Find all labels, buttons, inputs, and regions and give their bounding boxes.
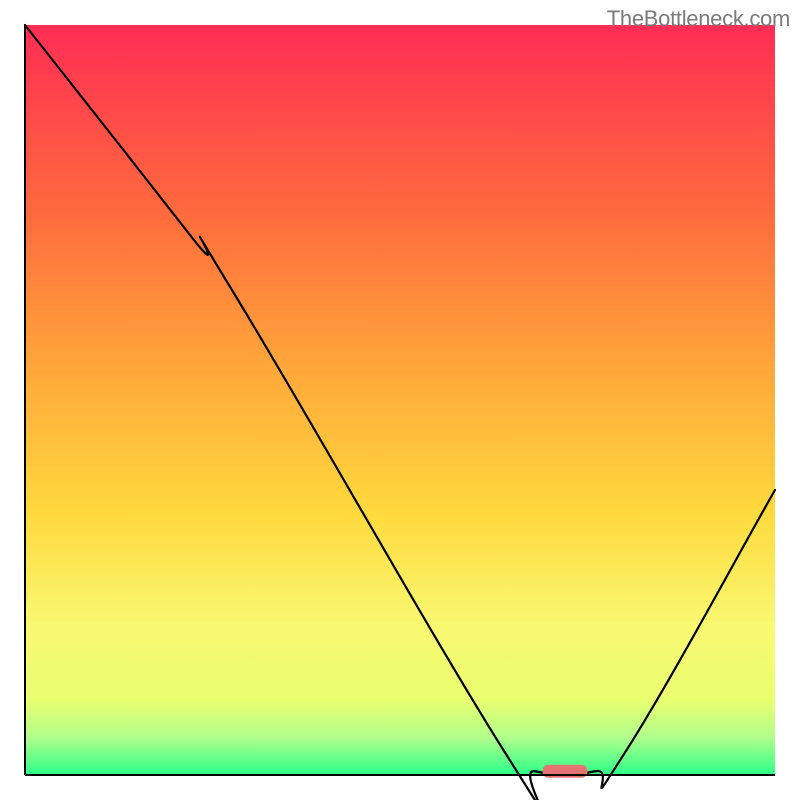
- watermark-text: TheBottleneck.com: [607, 6, 790, 32]
- chart-container: TheBottleneck.com: [0, 0, 800, 800]
- chart-background: [25, 25, 775, 775]
- bottleneck-chart: [0, 0, 800, 800]
